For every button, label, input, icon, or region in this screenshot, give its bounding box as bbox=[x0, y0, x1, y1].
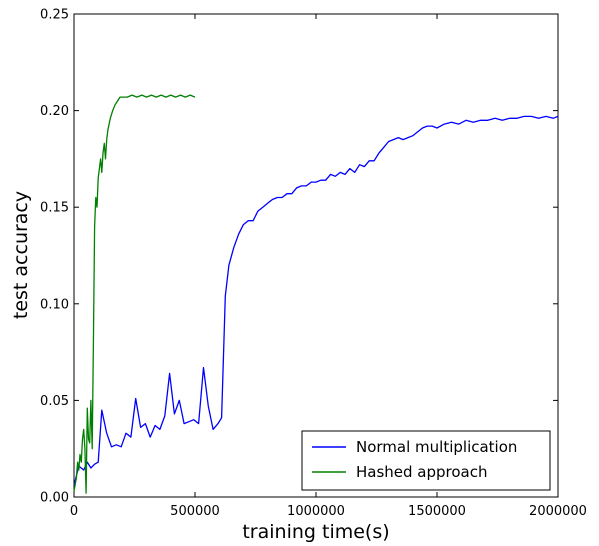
plot-frame bbox=[73, 13, 559, 498]
x-tick-label: 2000000 bbox=[529, 504, 587, 519]
legend-box bbox=[301, 430, 551, 491]
legend-label-normal-multiplication: Normal multiplication bbox=[356, 438, 517, 456]
legend: Normal multiplication Hashed approach bbox=[301, 430, 551, 491]
y-axis: 0.00 0.05 0.10 0.15 0.20 0.25 bbox=[40, 8, 558, 506]
x-tick-label: 0 bbox=[70, 504, 78, 519]
x-axis-title: training time(s) bbox=[242, 521, 389, 543]
y-axis-title: test accuracy bbox=[10, 191, 32, 319]
series-line-normal-multiplication bbox=[73, 115, 559, 486]
x-tick-label: 1000000 bbox=[287, 504, 345, 519]
x-axis: 0 500000 1000000 1500000 2000000 bbox=[70, 14, 587, 519]
series-layer bbox=[73, 94, 559, 494]
plot-area bbox=[73, 13, 559, 498]
y-tick-label: 0.20 bbox=[40, 104, 69, 119]
y-tick-label: 0.15 bbox=[40, 201, 69, 216]
x-tick-label: 1500000 bbox=[408, 504, 466, 519]
y-tick-label: 0.25 bbox=[40, 8, 69, 23]
y-tick-label: 0.10 bbox=[40, 297, 69, 312]
y-tick-label: 0.05 bbox=[40, 394, 69, 409]
series-line-hashed-approach bbox=[73, 94, 196, 494]
y-tick-label: 0.00 bbox=[40, 491, 69, 506]
legend-label-hashed-approach: Hashed approach bbox=[356, 463, 488, 481]
x-tick-label: 500000 bbox=[170, 504, 220, 519]
